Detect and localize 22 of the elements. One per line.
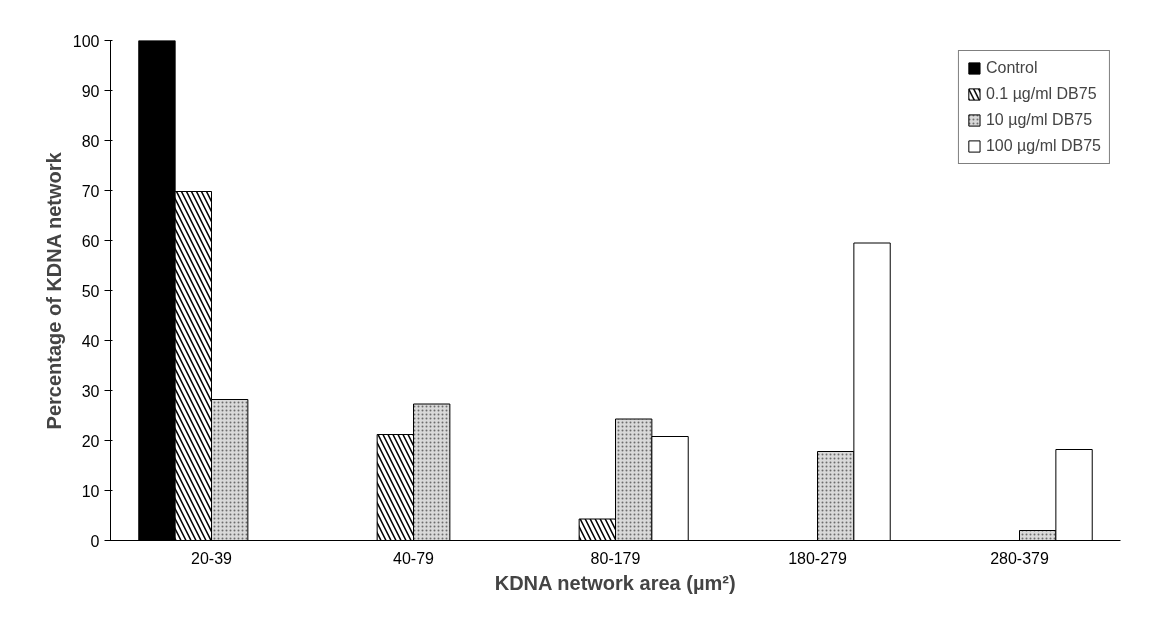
legend-label: 10 µg/ml DB75 (985, 111, 1093, 129)
y-tick-label: 10 (81, 482, 100, 500)
y-tick-label: 100 (72, 32, 100, 50)
y-tick-label: 80 (81, 132, 100, 150)
legend-label: 100 µg/ml DB75 (985, 137, 1101, 155)
y-tick-label: 90 (81, 82, 100, 100)
y-tick-label: 40 (81, 332, 100, 350)
y-tick-label: 50 (81, 282, 100, 300)
x-tick-label: 40-79 (393, 549, 435, 567)
legend-label: 0.1 µg/ml DB75 (985, 85, 1097, 103)
y-tick-label: 0 (90, 532, 100, 550)
x-axis-title: KDNA network area (µm²) (494, 571, 736, 594)
x-tick-label: 80-179 (590, 549, 641, 567)
y-tick-label: 30 (81, 382, 100, 400)
x-tick-label: 20-39 (191, 549, 233, 567)
y-tick-label: 20 (81, 432, 100, 450)
legend-label: Control (985, 59, 1038, 77)
x-tick-label: 280-379 (990, 549, 1049, 567)
y-axis-title: Percentage of KDNA network (42, 151, 65, 430)
x-tick-label: 180-279 (788, 549, 847, 567)
y-tick-label: 70 (81, 182, 100, 200)
y-tick-label: 60 (81, 232, 100, 250)
